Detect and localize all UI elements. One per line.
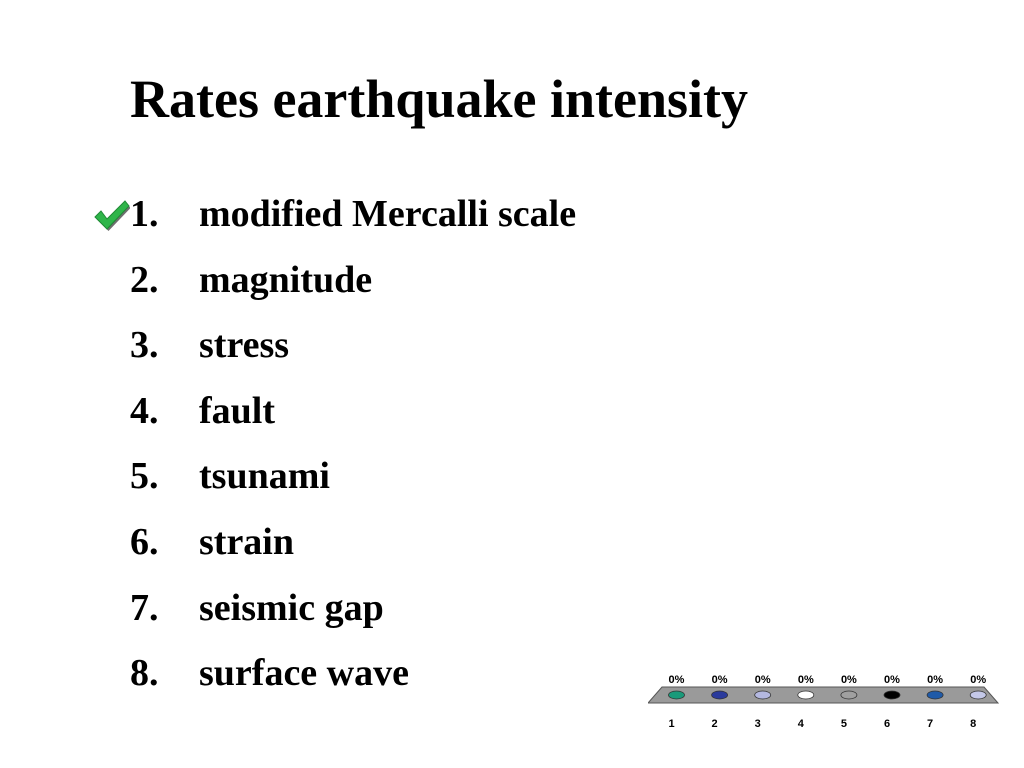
option-number: 6.: [130, 520, 159, 563]
option-number: 2.: [130, 258, 159, 301]
option-text: modified Mercalli scale: [199, 193, 577, 235]
option-text: seismic gap: [199, 586, 384, 629]
value-label: 0%: [884, 674, 900, 686]
value-label: 0%: [712, 674, 728, 686]
answer-option-8: 8. surface wave: [0, 647, 700, 713]
value-label: 0%: [927, 674, 943, 686]
response-bar-base: [797, 690, 815, 700]
option-text: fault: [199, 389, 275, 432]
response-chart: 0% 0% 0% 0% 0% 0% 0% 0% 1 2 3 4 5 6 7 8: [648, 674, 1000, 730]
answer-option-3: 3. stress: [0, 319, 700, 385]
category-label: 8: [970, 718, 976, 730]
option-number: 1.: [130, 193, 159, 235]
answer-option-6: 6. strain: [0, 516, 700, 582]
response-bar-base: [883, 690, 901, 700]
value-label: 0%: [669, 674, 685, 686]
response-bar-base: [754, 690, 772, 700]
option-number: 3.: [130, 324, 159, 367]
value-label: 0%: [970, 674, 986, 686]
answer-option-7: 7. seismic gap: [0, 582, 700, 648]
category-label: 4: [798, 718, 805, 730]
response-chart-base: [648, 686, 1000, 704]
category-label: 7: [927, 718, 933, 730]
category-label: 6: [884, 718, 890, 730]
response-bar-base: [969, 690, 987, 700]
answer-option-5: 5. tsunami: [0, 450, 700, 516]
response-bar-base: [840, 690, 858, 700]
checkmark-icon: [94, 200, 130, 231]
category-label: 1: [668, 718, 674, 730]
answer-option-1: 1. modified Mercalli scale: [0, 188, 700, 254]
slide-title: Rates earthquake intensity: [130, 69, 748, 129]
value-labels: 0% 0% 0% 0% 0% 0% 0% 0%: [669, 674, 987, 686]
option-text: tsunami: [199, 455, 330, 498]
option-number: 7.: [130, 586, 159, 629]
option-number: 5.: [130, 455, 159, 498]
category-label: 3: [755, 718, 761, 730]
option-text: stress: [199, 324, 290, 367]
value-label: 0%: [798, 674, 814, 686]
answer-option-2: 2. magnitude: [0, 254, 700, 320]
answer-options: 1. modified Mercalli scale 2. magnitude …: [0, 188, 700, 713]
value-label: 0%: [841, 674, 857, 686]
response-bars: [668, 690, 987, 700]
response-bar-base: [668, 690, 685, 700]
value-label: 0%: [755, 674, 771, 686]
option-number: 8.: [130, 652, 159, 695]
response-bar-base: [926, 690, 944, 700]
category-labels: 1 2 3 4 5 6 7 8: [668, 718, 976, 730]
option-text: surface wave: [199, 652, 409, 695]
answer-option-4: 4. fault: [0, 385, 700, 451]
option-text: magnitude: [199, 258, 373, 301]
category-label: 2: [712, 718, 718, 730]
response-bar-base: [711, 690, 728, 700]
option-number: 4.: [130, 389, 159, 432]
category-label: 5: [841, 718, 847, 730]
option-text: strain: [199, 520, 294, 563]
